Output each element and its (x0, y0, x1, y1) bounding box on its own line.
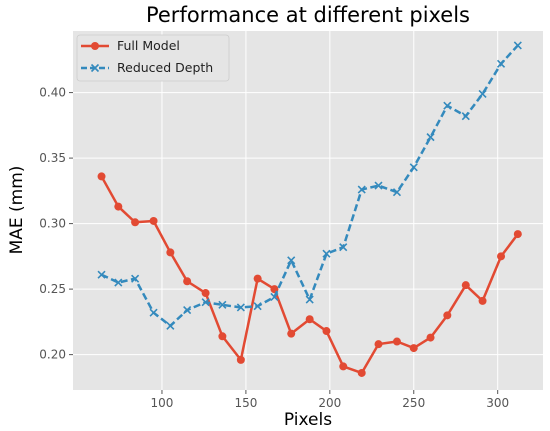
data-point (513, 41, 522, 50)
chart-title: Performance at different pixels (146, 3, 470, 27)
data-point (166, 321, 175, 330)
data-point (131, 218, 140, 227)
data-point (183, 277, 192, 286)
y-tick-label: 0.35 (39, 151, 66, 165)
data-point (97, 270, 106, 279)
data-point (270, 292, 279, 302)
data-point (149, 216, 158, 225)
data-point (114, 202, 123, 211)
y-tick-label: 0.25 (39, 282, 66, 296)
data-point (409, 344, 418, 353)
data-point (392, 188, 402, 197)
plot-area (73, 31, 543, 390)
data-point (322, 249, 331, 258)
y-axis-label: MAE (mm) (7, 166, 27, 255)
data-point (513, 230, 522, 239)
data-point (97, 172, 106, 181)
data-point (305, 315, 314, 324)
data-point (287, 329, 296, 338)
data-point (426, 333, 435, 342)
grid (73, 31, 543, 390)
legend: Full Model Reduced Depth (76, 34, 230, 82)
x-tick-label: 150 (234, 396, 257, 410)
data-point (201, 298, 210, 307)
data-point (374, 181, 383, 190)
legend-label-full-model: Full Model (117, 38, 180, 53)
data-point (443, 311, 452, 320)
legend-marker-full-model (91, 42, 99, 50)
data-point (339, 362, 348, 371)
data-point (374, 340, 383, 349)
data-point (478, 89, 487, 98)
data-point (149, 308, 158, 317)
y-tick-label: 0.40 (39, 86, 66, 100)
data-point (392, 337, 401, 346)
data-point (461, 112, 470, 121)
data-point (131, 274, 140, 283)
data-point (201, 289, 210, 298)
data-point (305, 295, 314, 304)
data-point (461, 281, 470, 290)
y-tick-label: 0.30 (39, 217, 66, 231)
data-point (287, 256, 296, 265)
data-point (409, 163, 418, 172)
data-point (253, 274, 262, 283)
data-point (218, 332, 227, 341)
data-point (114, 278, 123, 287)
x-tick-label: 250 (402, 396, 425, 410)
x-tick-label: 300 (486, 396, 509, 410)
data-point (322, 327, 331, 336)
data-point (236, 355, 245, 364)
y-tick-label: 0.20 (39, 348, 66, 362)
x-axis-label: Pixels (284, 410, 332, 430)
data-point (183, 306, 192, 315)
x-axis-ticks: 100 150 200 250 300 (151, 390, 509, 410)
data-point (443, 101, 452, 110)
data-point (357, 368, 366, 377)
legend-label-reduced-depth: Reduced Depth (117, 60, 213, 75)
data-point (253, 302, 262, 311)
series-reduced-depth (97, 41, 522, 330)
data-point (497, 252, 506, 261)
x-tick-label: 100 (151, 396, 174, 410)
data-point (166, 248, 175, 257)
data-point (478, 296, 487, 305)
y-axis-ticks: 0.20 0.25 0.30 0.35 0.40 (39, 86, 73, 362)
legend-box (76, 34, 230, 82)
data-point (339, 243, 348, 252)
data-point (236, 303, 245, 312)
data-point (426, 133, 435, 142)
legend-marker-reduced-depth (90, 63, 100, 73)
series-full-model (97, 172, 522, 377)
series-layer (97, 41, 522, 377)
x-tick-label: 200 (318, 396, 341, 410)
data-point (357, 185, 366, 194)
data-point (218, 300, 227, 309)
data-point (496, 59, 506, 68)
